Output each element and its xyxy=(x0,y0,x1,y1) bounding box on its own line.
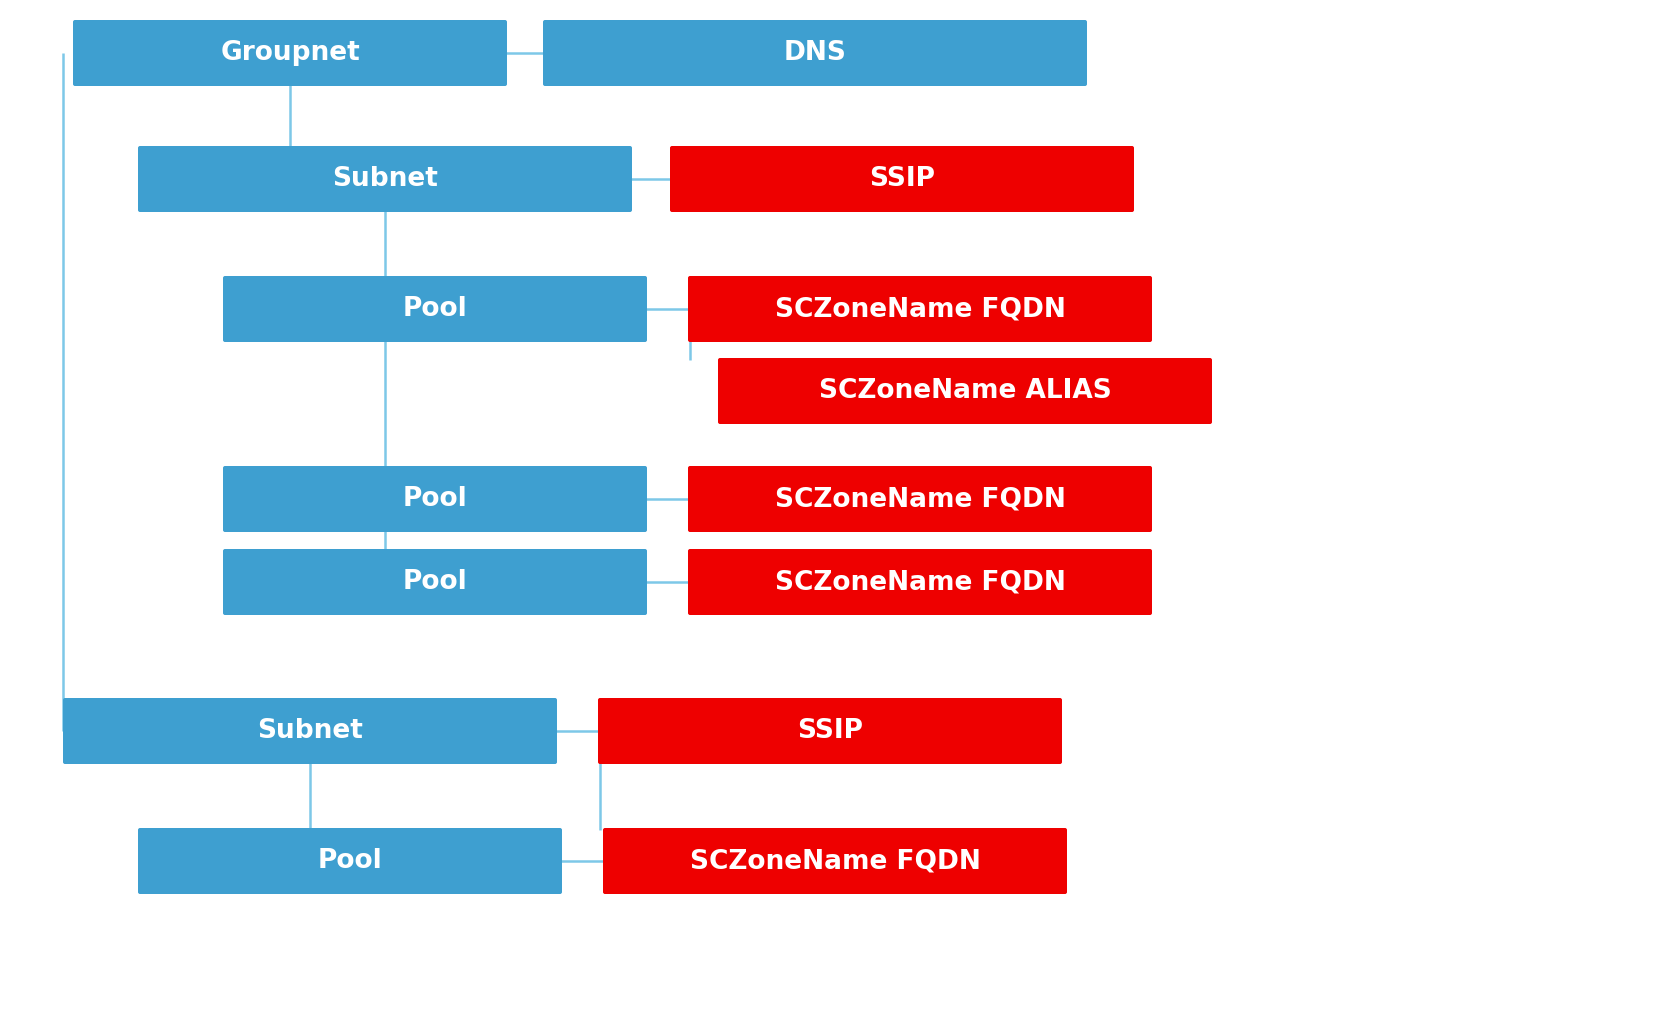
FancyBboxPatch shape xyxy=(598,698,1062,764)
Text: SCZoneName FQDN: SCZoneName FQDN xyxy=(690,848,981,874)
FancyBboxPatch shape xyxy=(543,20,1087,86)
FancyBboxPatch shape xyxy=(138,828,562,894)
FancyBboxPatch shape xyxy=(670,146,1133,212)
FancyBboxPatch shape xyxy=(688,276,1152,342)
Text: Pool: Pool xyxy=(402,569,467,595)
Text: SCZoneName FQDN: SCZoneName FQDN xyxy=(774,486,1065,512)
Text: SCZoneName ALIAS: SCZoneName ALIAS xyxy=(819,378,1112,404)
FancyBboxPatch shape xyxy=(223,466,647,532)
Text: SCZoneName FQDN: SCZoneName FQDN xyxy=(774,296,1065,322)
FancyBboxPatch shape xyxy=(73,20,507,86)
Text: Pool: Pool xyxy=(402,296,467,322)
Text: Pool: Pool xyxy=(317,848,382,874)
FancyBboxPatch shape xyxy=(223,549,647,615)
FancyBboxPatch shape xyxy=(63,698,557,764)
FancyBboxPatch shape xyxy=(603,828,1067,894)
Text: SSIP: SSIP xyxy=(798,718,863,744)
Text: Groupnet: Groupnet xyxy=(219,40,361,66)
Text: Pool: Pool xyxy=(402,486,467,512)
FancyBboxPatch shape xyxy=(688,549,1152,615)
FancyBboxPatch shape xyxy=(688,466,1152,532)
Text: Subnet: Subnet xyxy=(332,166,439,192)
Text: SSIP: SSIP xyxy=(869,166,936,192)
FancyBboxPatch shape xyxy=(223,276,647,342)
Text: Subnet: Subnet xyxy=(258,718,362,744)
FancyBboxPatch shape xyxy=(138,146,632,212)
Text: SCZoneName FQDN: SCZoneName FQDN xyxy=(774,569,1065,595)
Text: DNS: DNS xyxy=(783,40,846,66)
FancyBboxPatch shape xyxy=(718,358,1212,424)
